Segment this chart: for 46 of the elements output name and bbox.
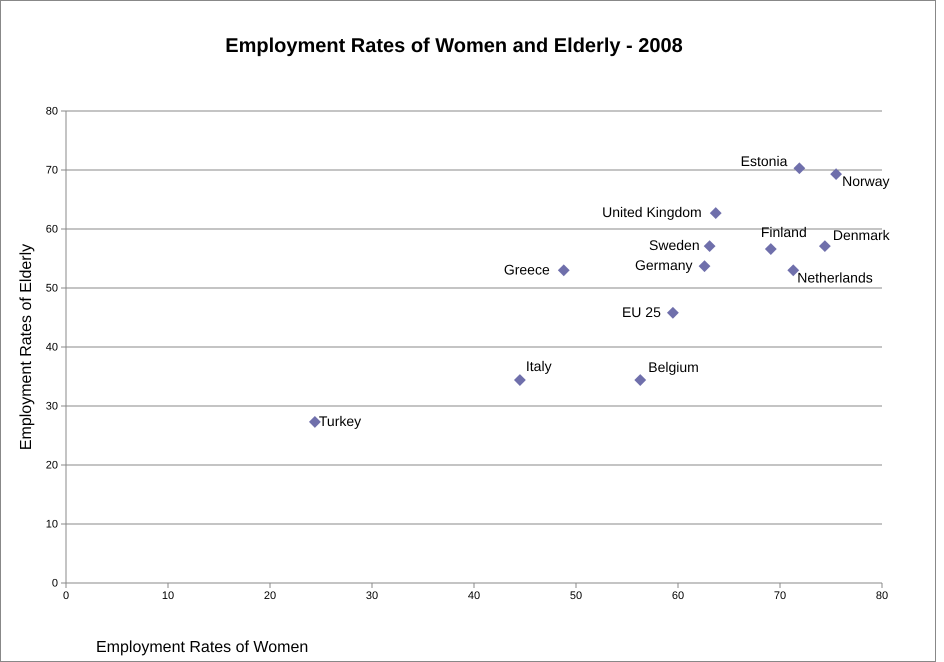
annotation: Germany <box>634 257 693 274</box>
x-tick-label: 10 <box>162 590 174 602</box>
y-tick-label: 70 <box>46 164 58 177</box>
x-tick-label: 70 <box>774 590 786 602</box>
annotation: Sweden <box>649 237 700 254</box>
x-tick-label: 30 <box>366 590 378 602</box>
annotation: Italy <box>526 358 552 374</box>
chart-title: Employment Rates of Women and Elderly - 2008 <box>225 35 683 57</box>
annotation: EU 25 <box>622 304 662 320</box>
annotation: Norway <box>842 173 890 190</box>
x-tick-label: 20 <box>264 590 276 602</box>
point <box>634 374 646 386</box>
y-tick-label: 20 <box>46 460 58 472</box>
annotation: Greece <box>504 261 550 278</box>
y-tick-label: 30 <box>46 400 58 413</box>
annotation: Finland <box>760 224 807 240</box>
y-tick-label: 60 <box>46 224 58 236</box>
annotation: Belgium <box>648 359 699 376</box>
point <box>793 162 806 174</box>
x-tick-label: 40 <box>468 590 480 602</box>
point <box>704 240 716 252</box>
point <box>514 374 526 386</box>
y-axis-title: Employment Rates of Elderly <box>18 244 35 450</box>
annotation: Netherlands <box>797 269 873 286</box>
x-tick-label: 60 <box>672 590 684 602</box>
point <box>558 264 570 276</box>
x-tick-label: 0 <box>62 590 70 602</box>
x-tick-label: 50 <box>570 590 582 602</box>
y-tick-label: 0 <box>52 578 58 590</box>
point <box>787 264 800 276</box>
y-tick-label: 40 <box>46 342 58 354</box>
annotation: United Kingdom <box>602 204 702 220</box>
annotation: Estonia <box>740 153 788 170</box>
y-tick-label: 80 <box>46 106 58 118</box>
annotation: Denmark <box>832 227 891 244</box>
point <box>666 306 679 319</box>
point <box>830 168 842 180</box>
point <box>818 240 831 252</box>
point <box>764 243 777 255</box>
y-tick-label: 50 <box>46 282 58 295</box>
x-axis-title: Employment Rates of Women <box>96 639 308 656</box>
y-tick-label: 10 <box>46 518 58 531</box>
point <box>698 260 710 272</box>
x-tick-label: 80 <box>876 590 888 602</box>
annotation: Turkey <box>318 412 362 429</box>
point <box>710 207 722 219</box>
